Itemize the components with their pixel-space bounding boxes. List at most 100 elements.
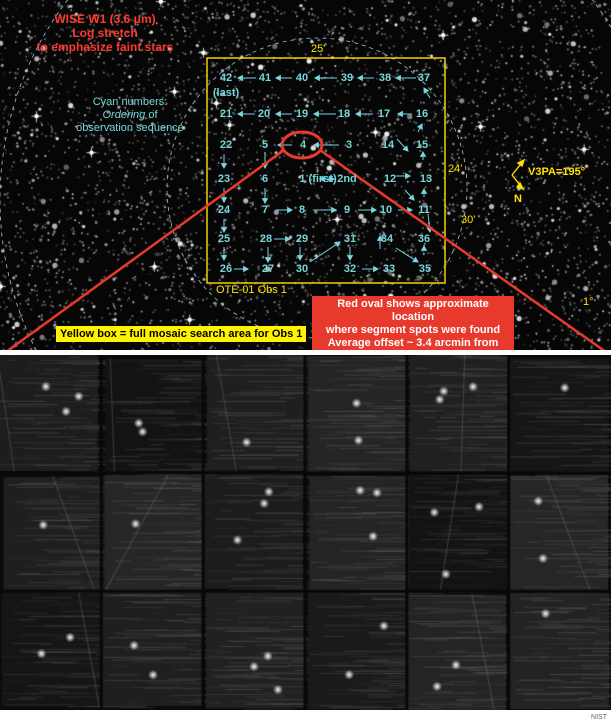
sequence-arrowhead <box>220 227 228 234</box>
sequence-arrowhead <box>220 197 228 204</box>
sequence-arrowhead <box>394 74 401 82</box>
sequence-arrows <box>220 74 433 273</box>
sequence-arrowhead <box>220 163 228 170</box>
sequence-arrow <box>309 241 341 263</box>
sequence-label-32: 32 <box>343 263 357 275</box>
cyan-legend-note: Cyan numbers: Ordering of observation se… <box>76 96 184 134</box>
red-oval-note: Red oval shows approximate location wher… <box>312 296 514 350</box>
sequence-arrowhead <box>296 255 304 262</box>
wise-sky-image-panel: WISE W1 (3.6 μm) Log stretch to emphasiz… <box>0 0 611 350</box>
sequence-label-24: 24 <box>217 204 231 216</box>
sequence-arrowhead <box>346 255 354 262</box>
sequence-label-1first: 1 (first) <box>299 173 337 185</box>
sequence-label-last-note: (last) <box>212 87 240 99</box>
north-label: N <box>514 193 522 205</box>
credit-label: NIST <box>591 714 607 721</box>
sequence-arrowhead <box>334 241 341 248</box>
sequence-arrowhead <box>285 235 292 243</box>
sequence-label-28: 28 <box>259 233 273 245</box>
obs-label: OTE-01 Obs 1 <box>216 284 287 296</box>
v3pa-label: V3PA=195° <box>528 166 586 178</box>
overlay-graphics <box>0 0 611 350</box>
sequence-arrowhead <box>243 265 250 273</box>
sequence-arrowhead <box>329 175 336 183</box>
sequence-arrowhead <box>420 244 428 251</box>
sequence-arrowhead <box>420 187 428 194</box>
detector-mosaic-image <box>0 355 611 710</box>
sequence-label-36: 36 <box>417 233 431 245</box>
red-pointer-right <box>319 148 606 350</box>
sequence-label-29: 29 <box>295 233 309 245</box>
sequence-arrowhead <box>331 206 338 214</box>
sequence-label-20: 20 <box>257 108 271 120</box>
sequence-label-9: 9 <box>343 204 351 216</box>
sequence-label-2nd: 2nd <box>337 173 357 185</box>
sequence-label-23: 23 <box>217 173 231 185</box>
sequence-label-38: 38 <box>378 72 392 84</box>
sequence-arrowhead <box>261 198 269 205</box>
sequence-label-19: 19 <box>295 108 309 120</box>
sequence-label-10: 10 <box>379 204 393 216</box>
sequence-arrowhead <box>312 110 319 118</box>
sequence-arrowhead <box>423 87 430 94</box>
sequence-arrowhead <box>412 256 419 263</box>
yellow-box-note: Yellow box = full mosaic search area for… <box>56 326 307 342</box>
sequence-arrowhead <box>405 172 412 180</box>
sequence-label-14: 14 <box>381 139 395 151</box>
sequence-arrowhead <box>419 150 427 157</box>
sequence-label-11: 11 <box>418 204 430 216</box>
circle-label: 30' <box>461 214 476 226</box>
sequence-label-25: 25 <box>217 233 231 245</box>
sequence-arrowhead <box>274 74 281 82</box>
compass-icon <box>511 158 526 191</box>
sequence-label-13: 13 <box>419 173 433 185</box>
sequence-arrowhead <box>354 110 361 118</box>
sequence-label-22: 22 <box>219 139 233 151</box>
degree-label: 1° <box>583 296 594 308</box>
box-width-label: 25' <box>311 43 326 55</box>
sequence-label-42: 42 <box>219 72 233 84</box>
sequence-arrowhead <box>408 194 415 201</box>
sequence-label-34: 34 <box>380 233 394 245</box>
sequence-label-39: 39 <box>340 72 354 84</box>
sequence-label-37: 37 <box>417 72 431 84</box>
sequence-label-3: 3 <box>345 139 353 151</box>
sequence-label-27: 27 <box>261 263 275 275</box>
sequence-label-12: 12 <box>383 173 397 185</box>
nircam-mosaic-panel <box>0 355 611 710</box>
sequence-arrowhead <box>274 110 281 118</box>
sequence-label-40: 40 <box>295 72 309 84</box>
sequence-arrowhead <box>220 255 228 262</box>
sequence-label-18: 18 <box>337 108 351 120</box>
sequence-label-26: 26 <box>219 263 233 275</box>
sequence-label-31: 31 <box>343 233 357 245</box>
box-height-label: 24' <box>448 163 463 175</box>
sequence-arrowhead <box>373 265 380 273</box>
yellow-search-box <box>206 57 446 284</box>
sequence-arrowhead <box>416 123 423 130</box>
sequence-label-16: 16 <box>415 108 429 120</box>
sequence-label-30: 30 <box>295 263 309 275</box>
sequence-arrowhead <box>312 141 319 149</box>
sequence-label-15: 15 <box>415 139 429 151</box>
sequence-label-35: 35 <box>418 263 432 275</box>
image-title: WISE W1 (3.6 μm) Log stretch to emphasiz… <box>36 12 174 54</box>
sequence-label-33: 33 <box>382 263 396 275</box>
red-pointer-left <box>6 148 285 350</box>
sequence-label-5: 5 <box>261 139 269 151</box>
sequence-label-6: 6 <box>261 173 269 185</box>
sequence-arrowhead <box>287 206 294 214</box>
sequence-label-41: 41 <box>258 72 272 84</box>
sequence-label-17: 17 <box>377 108 391 120</box>
sequence-label-8: 8 <box>298 204 306 216</box>
sequence-label-7: 7 <box>261 204 269 216</box>
sequence-arrowhead <box>356 74 363 82</box>
sequence-arrowhead <box>236 110 243 118</box>
sequence-arrowhead <box>396 110 403 118</box>
sequence-arrowhead <box>313 74 320 82</box>
sequence-arrowhead <box>371 206 378 214</box>
sequence-arrowhead <box>402 145 409 152</box>
sequence-arrowhead <box>264 257 272 264</box>
sequence-arrowhead <box>376 234 384 241</box>
red-oval <box>280 130 324 160</box>
